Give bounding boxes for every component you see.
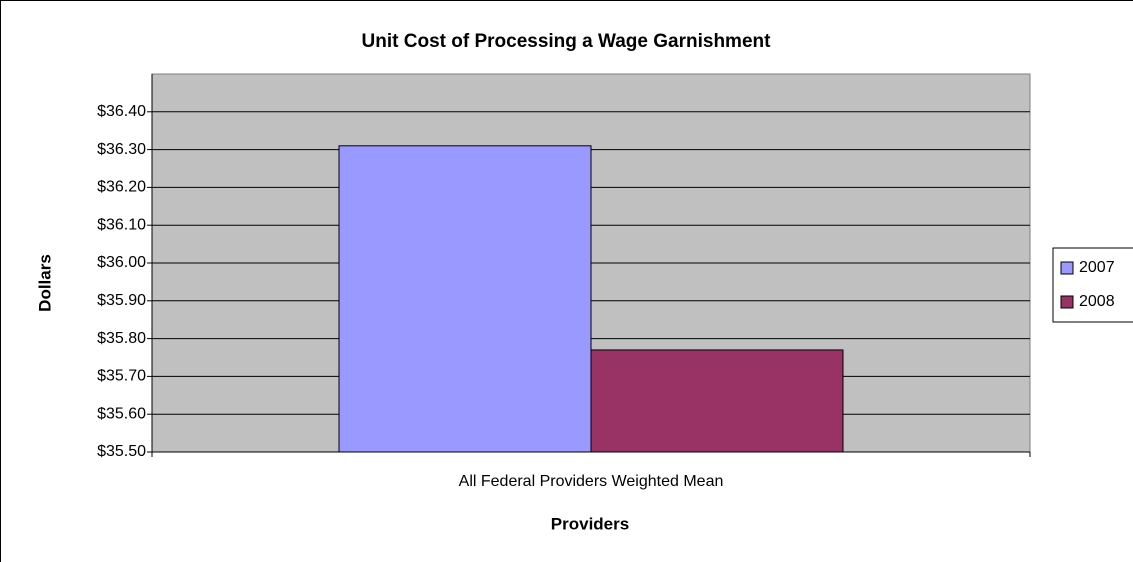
y-tick-label: $35.50: [97, 443, 146, 460]
bar: [338, 145, 592, 453]
y-tick-label: $36.20: [97, 179, 146, 196]
legend-label: 2008: [1079, 293, 1115, 310]
legend-swatch: [1060, 295, 1074, 309]
y-tick-label: $35.90: [97, 292, 146, 309]
y-tick-label: $35.70: [97, 368, 146, 385]
x-axis-title: Providers: [551, 514, 629, 533]
bar: [590, 349, 844, 453]
legend-box: [1052, 247, 1133, 323]
y-tick-label: $36.40: [97, 103, 146, 120]
y-tick-label: $35.80: [97, 330, 146, 347]
y-tick-label: $36.30: [97, 141, 146, 158]
x-tick-label: All Federal Providers Weighted Mean: [459, 473, 724, 490]
y-axis-title: Dollars: [35, 254, 54, 312]
y-tick-label: $35.60: [97, 405, 146, 422]
chart-title: Unit Cost of Processing a Wage Garnishme…: [362, 31, 772, 52]
legend-swatch: [1060, 261, 1074, 275]
y-tick-label: $36.10: [97, 216, 146, 233]
y-tick-label: $36.00: [97, 254, 146, 271]
legend-label: 2007: [1079, 259, 1115, 276]
